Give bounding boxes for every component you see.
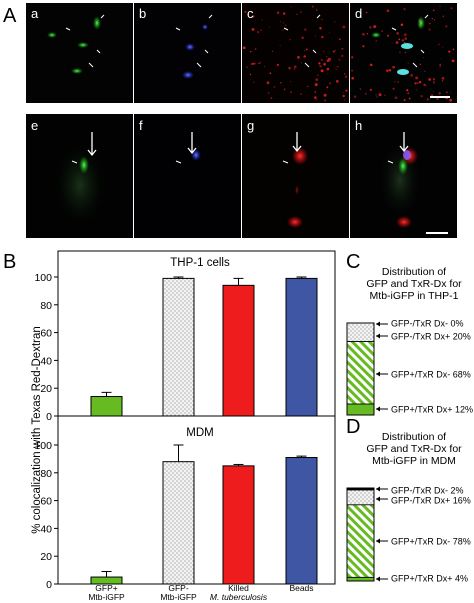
- chart-c-arrow-head: [376, 321, 380, 327]
- chart-c-label: GFP-/TxR Dx- 0%: [391, 319, 464, 329]
- chart-d-label: GFP+/TxR Dx- 78%: [391, 537, 471, 547]
- chart-d-label: GFP-/TxR Dx- 2%: [391, 486, 464, 496]
- chart-c-arrow-head: [376, 371, 380, 377]
- chart-d-title-line: Distribution of: [382, 431, 446, 443]
- micro-label-e: e: [31, 118, 38, 133]
- chart-d-arrow-head: [376, 538, 380, 544]
- micrograph-h: h: [350, 114, 457, 238]
- chart-c-stack-frame: [346, 322, 375, 416]
- micrograph-b: b: [134, 3, 241, 103]
- micro-label-b: b: [139, 6, 146, 21]
- chart-c-segment: [346, 340, 375, 405]
- chart-c-arrow-head: [376, 333, 380, 339]
- chart-c-label: GFP-/TxR Dx+ 20%: [391, 332, 471, 342]
- thp1-y-tick-label: 80: [40, 300, 52, 312]
- micro-label-f: f: [139, 118, 143, 133]
- micrograph-d: d: [350, 3, 457, 103]
- micro-label-c: c: [247, 6, 254, 21]
- chart-d-arrow-head: [376, 486, 380, 492]
- micro-label-a: a: [31, 6, 39, 21]
- micro-label-h: h: [355, 118, 362, 133]
- chart-c-title-line: Distribution of: [382, 266, 446, 278]
- panel-label-b: B: [3, 251, 16, 273]
- chart-c-segment: [346, 403, 375, 416]
- mdm-bar: [162, 461, 195, 585]
- x-label: GFP+: [95, 583, 117, 593]
- mdm-y-tick-label: 80: [40, 468, 52, 480]
- mdm-y-tick-label: 60: [40, 496, 52, 508]
- chart-c-title-line: GFP and TxR-Dx for: [366, 278, 462, 290]
- chart-d-segment: [346, 576, 375, 582]
- chart-d-arrow-head: [376, 576, 380, 582]
- chart-c-title-line: Mtb-iGFP in THP-1: [370, 290, 459, 302]
- micrograph-e: e: [26, 114, 133, 238]
- x-label: Killed: [228, 583, 249, 593]
- thp1-y-tick-label: 0: [46, 411, 52, 423]
- chart-d-title-line: Mtb-iGFP in MDM: [372, 455, 456, 467]
- chart-c-arrow-head: [376, 406, 380, 412]
- thp1-y-tick-label: 60: [40, 328, 52, 340]
- micrograph-f: f: [134, 114, 241, 238]
- chart-d-label: GFP+/TxR Dx+ 4%: [391, 574, 468, 584]
- mdm-y-tick-label: 40: [40, 523, 52, 535]
- x-label: Beads: [289, 583, 313, 593]
- chart-d-label: GFP-/TxR Dx+ 16%: [391, 496, 471, 506]
- chart-c-segment: [346, 322, 375, 342]
- micro-label-g: g: [247, 118, 254, 133]
- x-label: GFP-: [168, 583, 188, 593]
- micro-label-d: d: [355, 6, 362, 21]
- chart-d-stack-frame: [346, 487, 375, 582]
- chart-mdm: MDM 0 20 40 60 80 100: [34, 415, 336, 591]
- mdm-y-tick-label: 0: [46, 579, 52, 591]
- x-label: M. tuberculosis: [210, 592, 268, 602]
- x-label: Mtb-iGFP: [88, 592, 125, 602]
- chart-d-segment: [346, 504, 375, 578]
- thp1-bar: [285, 277, 318, 417]
- panel-label-a: A: [3, 5, 17, 27]
- chart-c-stack: GFP+/TxR Dx+ 12% GFP+/TxR Dx- 68% GFP-/TxR…: [346, 319, 473, 416]
- thp1-y-tick-label: 100: [34, 272, 52, 284]
- chart-thp1: THP-1 cells 0 20 40 60 80 100: [34, 250, 336, 423]
- chart-mdm-title: MDM: [186, 427, 213, 439]
- micrograph-c: c: [242, 3, 349, 103]
- chart-c-label: GFP+/TxR Dx- 68%: [391, 370, 471, 380]
- chart-d-segment: [346, 489, 375, 506]
- mdm-bar: [285, 457, 318, 585]
- chart-c-label: GFP+/TxR Dx+ 12%: [391, 405, 473, 415]
- thp1-bar: [90, 396, 123, 417]
- panel-label-c: C: [346, 251, 360, 273]
- thp1-y-tick-label: 20: [40, 383, 52, 395]
- chart-thp1-title: THP-1 cells: [170, 257, 230, 269]
- mdm-bar: [90, 576, 123, 585]
- mdm-y-tick-label: 20: [40, 551, 52, 563]
- chart-mdm-frame: [57, 415, 336, 585]
- mdm-bar: [222, 465, 255, 585]
- x-label: Mtb-iGFP: [160, 592, 197, 602]
- thp1-bar: [222, 284, 255, 417]
- micrograph-a: a: [26, 3, 133, 103]
- thp1-bar: [162, 277, 195, 417]
- chart-d-arrow-head: [376, 496, 380, 502]
- micrograph-g: g: [242, 114, 349, 238]
- chart-d-title-line: GFP and TxR-Dx for: [366, 443, 462, 455]
- y-axis-label: % colocalization with Texas Red-Dextran: [31, 326, 43, 534]
- thp1-y-tick-label: 40: [40, 355, 52, 367]
- panel-label-d: D: [346, 416, 360, 438]
- chart-d-stack: GFP+/TxR Dx+ 4% GFP+/TxR Dx- 78% GFP-/TxR …: [346, 486, 471, 584]
- mdm-y-tick-label: 100: [34, 440, 52, 452]
